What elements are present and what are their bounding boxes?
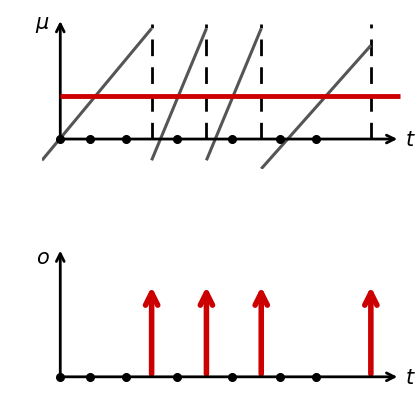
Text: o: o (36, 247, 48, 267)
Text: μ: μ (35, 13, 49, 33)
Text: t: t (406, 130, 414, 150)
Text: t: t (406, 367, 414, 387)
